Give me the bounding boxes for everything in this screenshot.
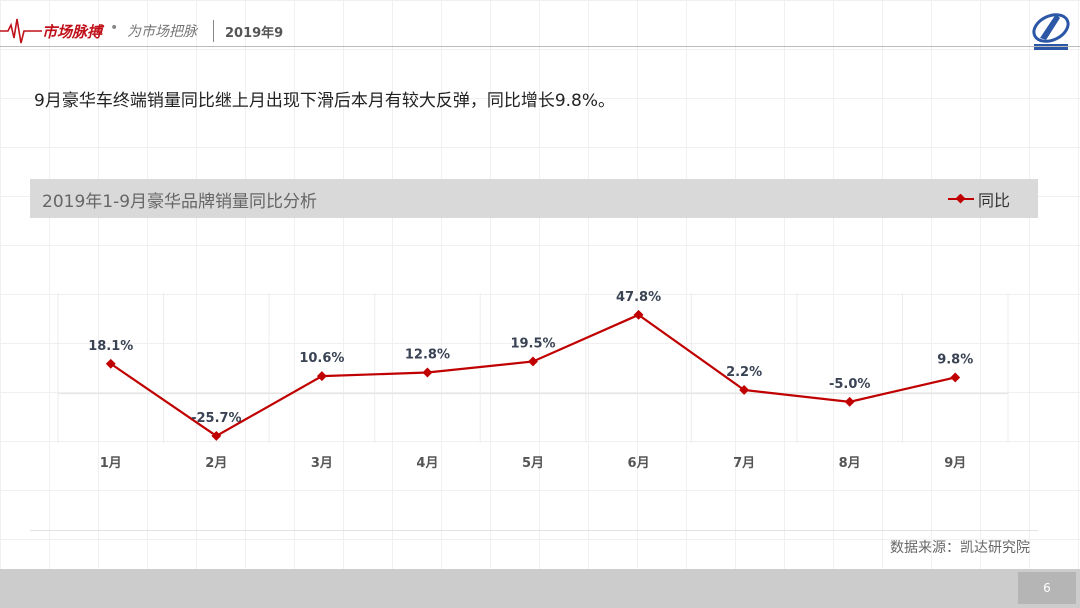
chart-title-bar: 2019年1-9月豪华品牌销量同比分析 同比 (30, 179, 1038, 218)
x-tick-label: 1月 (100, 456, 122, 471)
data-label: 12.8% (405, 348, 450, 363)
footer-bar (0, 569, 1080, 608)
header-dot: • (110, 20, 119, 36)
company-logo-icon (1032, 13, 1070, 50)
x-tick-label: 6月 (628, 456, 650, 471)
data-point (844, 396, 855, 407)
brand-name: 市场脉搏 (42, 23, 103, 41)
legend-marker-icon (947, 194, 974, 204)
data-point (739, 385, 750, 395)
data-label: 2.2% (726, 365, 762, 380)
data-label: 9.8% (937, 352, 973, 367)
legend-label: 同比 (977, 191, 1010, 210)
x-tick-label: 4月 (416, 456, 438, 471)
data-point (528, 356, 538, 367)
header-rule (0, 46, 1080, 47)
data-point (316, 371, 327, 382)
x-tick-label: 5月 (522, 456, 544, 471)
chart-area: 18.1% 1月 -25.7% 2月 10.6% 3月 12.8% 4月 19.5% 5月 47.8… (30, 218, 1038, 531)
data-label: -5.0% (829, 377, 870, 392)
line-chart: 18.1% 1月 -25.7% 2月 10.6% 3月 12.8% 4月 19.5% 5月 47.8… (57, 290, 1009, 471)
heartbeat-icon (0, 18, 42, 44)
data-point (105, 358, 116, 369)
data-label: 18.1% (88, 339, 133, 354)
header-separator (213, 20, 214, 42)
page-number: 6 (1018, 572, 1076, 604)
data-point (211, 430, 222, 441)
x-tick-label: 2月 (205, 456, 227, 471)
data-source: 数据来源：凯达研究院 (890, 540, 1030, 556)
data-label: 19.5% (510, 336, 555, 351)
data-point (950, 372, 961, 383)
data-label: 10.6% (299, 351, 344, 366)
x-tick-label: 3月 (311, 456, 333, 471)
headline-text: 9月豪华车终端销量同比继上月出现下滑后本月有较大反弹，同比增长9.8%。 (34, 91, 616, 111)
chart-title: 2019年1-9月豪华品牌销量同比分析 (42, 192, 318, 212)
brand-slogan: 为市场把脉 (127, 24, 197, 40)
x-tick-label: 9月 (944, 456, 966, 471)
data-label: -25.7% (191, 411, 242, 426)
x-tick-label: 8月 (839, 456, 861, 471)
data-label: 47.8% (616, 290, 661, 305)
header-date: 2019年9 (225, 26, 284, 41)
x-tick-label: 7月 (733, 456, 755, 471)
data-point (422, 367, 433, 378)
page-header: 市场脉搏 • 为市场把脉 2019年9 (0, 8, 1080, 50)
chart-legend: 同比 (947, 190, 1010, 210)
data-point (633, 309, 644, 320)
